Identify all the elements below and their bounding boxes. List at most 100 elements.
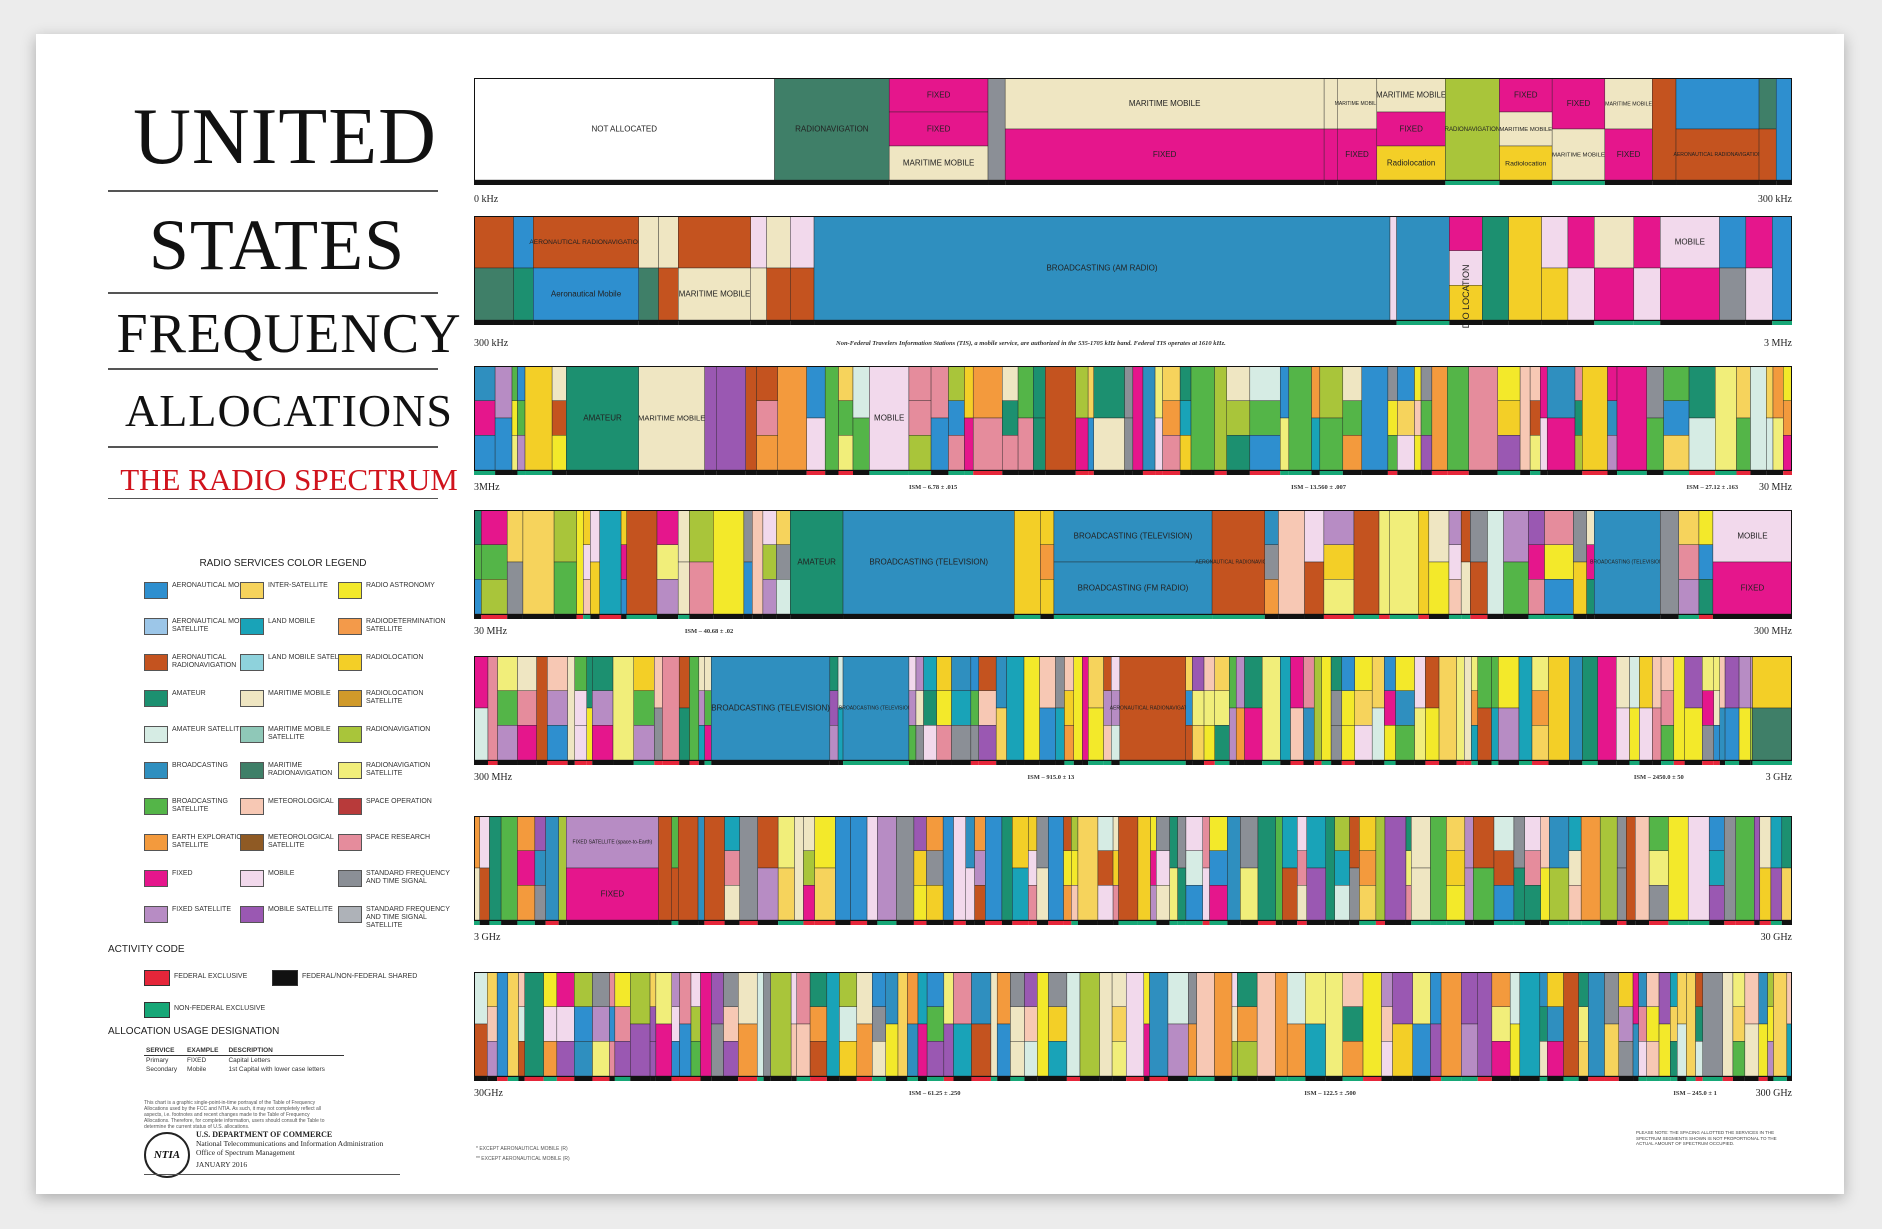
legend-item: LAND MOBILE SATELLITE <box>240 652 360 678</box>
ntia-logo: NTIA <box>144 1132 190 1178</box>
allocation-block <box>978 725 997 761</box>
allocation-block <box>1646 366 1664 419</box>
activity-code-strip <box>1770 920 1782 925</box>
allocation-block <box>926 850 944 886</box>
activity-code-strip <box>1660 320 1720 325</box>
allocation-block <box>908 435 932 471</box>
allocation-block <box>1306 867 1326 921</box>
allocation-block <box>474 216 514 269</box>
activity-code-strip <box>1646 1076 1660 1081</box>
activity-code-strip <box>1155 470 1163 475</box>
allocation-block <box>1420 400 1433 436</box>
band-outline <box>474 510 1792 615</box>
allocation-block <box>762 544 777 580</box>
activity-code-strip <box>1456 760 1465 765</box>
activity-code-strip <box>1012 920 1029 925</box>
activity-code-strip <box>1323 614 1354 619</box>
allocation-block <box>1323 544 1355 580</box>
allocation-block <box>1722 972 1734 1077</box>
legend-item: METEOROLOGICAL <box>240 796 360 822</box>
allocation-block <box>481 510 508 545</box>
allocation-block <box>1154 366 1163 419</box>
allocation-label: FIXED <box>1345 150 1369 159</box>
activity-code-strip <box>752 614 763 619</box>
allocation-block <box>1574 435 1583 471</box>
allocation-block <box>689 561 714 615</box>
band-chart: FIXED SATELLITE (space-to-Earth)FIXED <box>474 816 1792 925</box>
allocation-block <box>1412 972 1431 1025</box>
activity-code-strip <box>1773 1076 1787 1081</box>
allocation-label: FIXED <box>1567 99 1591 108</box>
allocation-block <box>1567 216 1595 269</box>
allocation-block <box>522 510 555 615</box>
allocation-block <box>1342 1006 1364 1042</box>
legend-swatch <box>338 654 362 671</box>
allocation-block <box>829 725 839 761</box>
allocation-block <box>756 435 778 471</box>
activity-code-strip <box>1441 1076 1462 1081</box>
allocation-block <box>1573 561 1587 615</box>
allocation-block <box>1497 366 1521 401</box>
allocation-block <box>814 816 836 869</box>
allocation-block <box>1766 366 1774 419</box>
activity-code-strip <box>1698 614 1713 619</box>
activity-code-strip <box>777 470 807 475</box>
allocation-block <box>1708 885 1725 921</box>
allocation-block <box>1185 656 1193 691</box>
allocation-block <box>590 561 600 615</box>
allocation-block <box>1687 816 1710 921</box>
allocation-block <box>1702 725 1714 761</box>
band-chart: NOT ALLOCATED RADIONAVIGATIONFIXEDFIXEDMA… <box>474 78 1792 185</box>
allocation-block <box>1750 707 1753 761</box>
legend-swatch <box>338 582 362 599</box>
allocation-block <box>649 1006 657 1042</box>
activity-code-strip <box>1448 614 1462 619</box>
allocation-block <box>996 1023 1011 1077</box>
allocation-block <box>776 544 791 580</box>
allocation-block <box>1341 690 1355 726</box>
allocation-block <box>745 366 757 471</box>
allocation-block <box>908 366 932 401</box>
activity-code-strip <box>1659 1076 1671 1081</box>
allocation-block <box>1371 707 1385 761</box>
allocation-block <box>1607 400 1618 436</box>
activity-code-strip <box>1209 920 1228 925</box>
activity-code-strip <box>1767 1076 1774 1081</box>
allocation-block <box>1093 417 1125 471</box>
allocation-block <box>638 216 659 269</box>
allocation-block <box>630 972 651 1025</box>
activity-code-strip <box>1491 1076 1511 1081</box>
allocation-block <box>1303 656 1315 709</box>
allocation-block <box>777 816 795 869</box>
activity-code-strip <box>1616 760 1630 765</box>
allocation-block <box>1607 366 1618 401</box>
activity-code-title: ACTIVITY CODE <box>108 944 185 955</box>
activity-code-strip <box>517 470 526 475</box>
allocation-block <box>556 972 575 1007</box>
allocation-block <box>1754 816 1761 921</box>
allocation-block <box>908 656 917 691</box>
activity-code-strip <box>1036 920 1049 925</box>
activity-code-strip <box>791 1076 797 1081</box>
activity-code-strip <box>1093 470 1125 475</box>
allocation-block <box>614 972 631 1007</box>
allocation-block <box>1004 128 1325 181</box>
allocation-block <box>756 366 778 401</box>
allocation-block <box>689 510 714 563</box>
activity-code-strip <box>1361 470 1388 475</box>
activity-code-strip <box>915 760 924 765</box>
allocation-block <box>1039 656 1056 709</box>
allocation-block <box>1071 850 1079 886</box>
activity-code-strip <box>1617 470 1647 475</box>
allocation-block <box>1430 972 1442 1025</box>
activity-code-strip <box>1508 320 1542 325</box>
activity-code-strip <box>1048 920 1064 925</box>
allocation-block <box>677 510 690 563</box>
allocation-block <box>803 885 815 921</box>
allocation-block <box>1513 816 1525 869</box>
activity-code-strip <box>524 1076 544 1081</box>
activity-code-strip <box>704 920 725 925</box>
allocation-block <box>1004 78 1325 130</box>
activity-code-strip <box>654 760 663 765</box>
activity-code-strip <box>856 1076 873 1081</box>
